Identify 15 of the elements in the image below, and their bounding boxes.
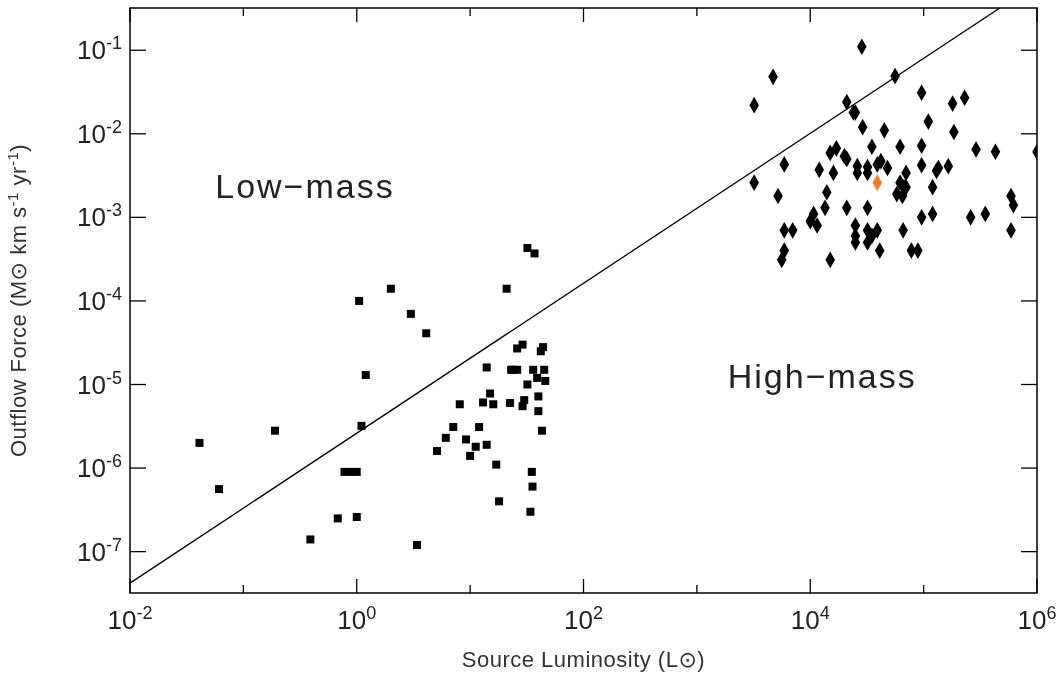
y-tick-label: 10$^{-4}$: [77, 283, 122, 316]
y-tick-label: 10$^{-1}$: [77, 33, 122, 66]
x-tick-label: 10$^{0}$: [337, 603, 377, 635]
x-tick-label: 10$^{-2}$: [107, 603, 153, 635]
y-tick-label: 10$^{-5}$: [77, 367, 122, 400]
x-tick-label: 10$^{4}$: [790, 603, 830, 635]
annotation: High−mass: [727, 357, 917, 396]
y-tick-label: 10$^{-7}$: [77, 534, 122, 567]
y-tick-label: 10$^{-2}$: [77, 116, 122, 149]
annotation: Low−mass: [215, 167, 395, 206]
y-tick-label: 10$^{-3}$: [77, 200, 122, 233]
x-tick-label: 10$^{2}$: [564, 603, 603, 635]
y-tick-label: 10$^{-6}$: [77, 451, 122, 484]
x-axis-title: Source Luminosity (L⊙): [461, 647, 706, 672]
x-tick-label: 10$^{6}$: [1017, 603, 1057, 635]
